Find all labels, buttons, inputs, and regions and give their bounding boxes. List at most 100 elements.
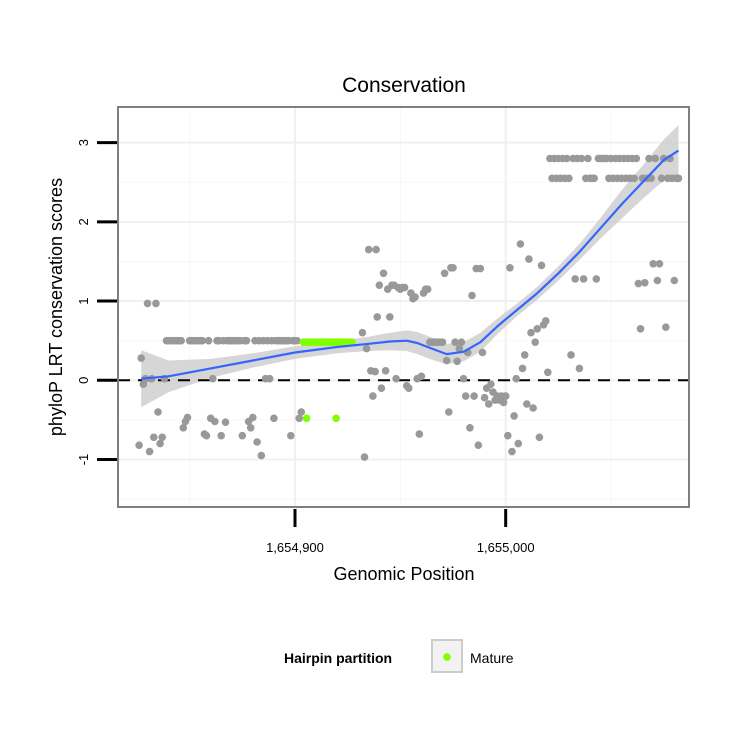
data-point (470, 392, 478, 400)
data-point (478, 348, 487, 357)
data-point (636, 325, 645, 333)
data-point (567, 351, 575, 359)
data-point (369, 392, 377, 400)
data-point (257, 451, 266, 460)
data-point (209, 374, 217, 383)
points-layer (135, 154, 683, 461)
data-point (655, 260, 664, 268)
x-tick-label: 1,655,000 (477, 540, 535, 555)
data-point (508, 447, 516, 456)
data-point (630, 174, 638, 183)
data-point (362, 344, 371, 353)
data-point (577, 154, 586, 163)
data-point (221, 418, 230, 427)
data-point (135, 441, 143, 450)
loess-smooth-line (141, 149, 680, 380)
data-point (514, 439, 523, 448)
data-point (364, 245, 373, 254)
data-point (645, 154, 653, 163)
smooth-line-layer (141, 149, 680, 380)
data-point (360, 453, 369, 461)
data-point (575, 364, 584, 373)
data-point (415, 430, 424, 438)
data-point (246, 424, 255, 432)
data-point (453, 357, 462, 366)
data-point (417, 372, 426, 381)
data-point (510, 412, 518, 420)
data-point (506, 264, 514, 272)
data-point (372, 245, 380, 254)
data-point (152, 299, 160, 308)
confidence-ribbon-layer (141, 125, 679, 408)
mature-data-point (302, 414, 311, 423)
data-point (449, 264, 457, 272)
y-tick-label: 2 (76, 218, 91, 225)
legend-label-mature: Mature (470, 650, 514, 666)
data-point (177, 336, 185, 345)
data-point (198, 336, 207, 345)
data-point (154, 408, 162, 416)
data-point (377, 384, 386, 393)
chart-title: Conservation (342, 74, 466, 97)
data-point (520, 351, 529, 359)
data-point (242, 336, 251, 345)
data-point (535, 433, 544, 442)
panel-border (117, 106, 690, 508)
y-tick-label: 3 (76, 139, 91, 146)
data-point (202, 431, 211, 440)
data-point (287, 431, 295, 440)
data-point (386, 313, 394, 321)
data-point (579, 275, 588, 283)
data-point (541, 317, 550, 325)
data-point (392, 374, 400, 383)
data-point (499, 398, 508, 407)
data-point (571, 275, 579, 283)
data-point (411, 293, 419, 301)
data-point (537, 261, 546, 270)
data-point (662, 323, 670, 332)
y-tick-label: 1 (76, 297, 91, 304)
data-point (451, 338, 459, 347)
data-point (371, 367, 379, 376)
data-point (423, 285, 432, 294)
data-point (143, 299, 152, 308)
data-point (265, 374, 274, 383)
data-point (529, 404, 537, 412)
data-point (674, 174, 683, 183)
data-point (440, 269, 449, 278)
data-point (400, 283, 409, 292)
data-point (533, 325, 542, 333)
data-point (455, 344, 464, 353)
data-point (512, 374, 520, 383)
data-point (145, 447, 154, 456)
data-point (461, 392, 470, 400)
data-point (297, 408, 306, 416)
data-point (379, 269, 388, 278)
x-axis: 1,654,900 1,655,000 (266, 509, 535, 555)
data-point (468, 291, 476, 300)
data-point (204, 336, 213, 345)
data-point (584, 154, 592, 163)
data-point (179, 424, 188, 432)
legend-mature-dot (443, 653, 451, 661)
data-point (504, 431, 512, 440)
data-point (563, 154, 571, 163)
data-point (373, 313, 382, 321)
data-point (156, 439, 164, 448)
data-point (516, 240, 525, 248)
data-point (523, 400, 531, 408)
y-axis-title: phyloP LRT conservation scores (46, 178, 66, 436)
x-axis-title: Genomic Position (333, 564, 474, 584)
data-point (518, 364, 527, 373)
data-point (150, 433, 158, 442)
data-point (474, 441, 483, 450)
data-point (531, 338, 539, 347)
data-point (295, 414, 304, 423)
data-point (217, 431, 225, 440)
data-point (501, 392, 510, 400)
data-point (375, 281, 384, 290)
data-point (649, 260, 657, 268)
data-point (358, 328, 367, 337)
data-point (466, 424, 474, 432)
